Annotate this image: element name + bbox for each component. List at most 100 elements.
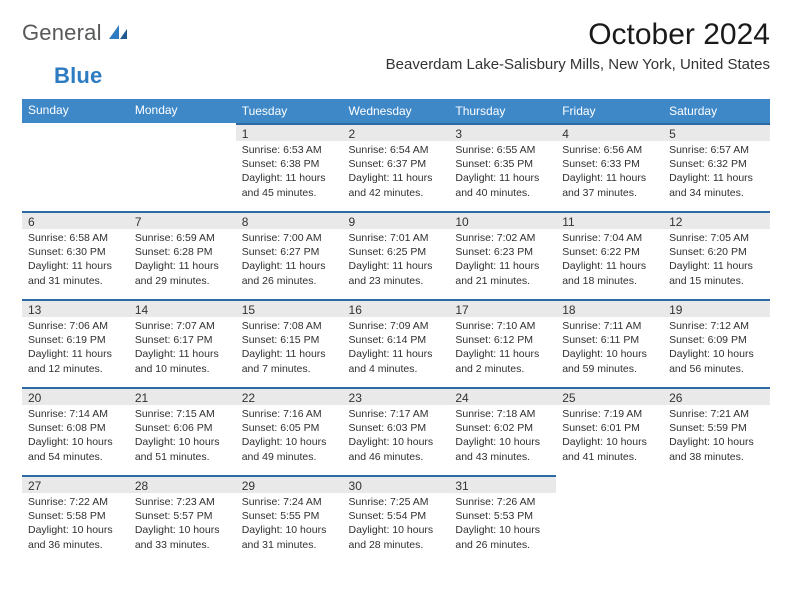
sunset-text: Sunset: 6:27 PM [242,245,339,259]
day-content: Sunrise: 7:07 AMSunset: 6:17 PMDaylight:… [129,317,236,380]
day-number-cell: 24 [449,387,556,405]
sunrise-text: Sunrise: 6:58 AM [28,231,125,245]
day-number-cell: 6 [22,211,129,229]
day-cell: Sunrise: 7:05 AMSunset: 6:20 PMDaylight:… [663,229,770,299]
day-number: 26 [663,387,770,405]
sunrise-text: Sunrise: 7:16 AM [242,407,339,421]
day-number: 7 [129,211,236,229]
day-content: Sunrise: 7:00 AMSunset: 6:27 PMDaylight:… [236,229,343,292]
day-number-cell: 3 [449,123,556,141]
brand-logo: General [22,20,133,46]
day-cell: Sunrise: 7:08 AMSunset: 6:15 PMDaylight:… [236,317,343,387]
day-cell: Sunrise: 7:02 AMSunset: 6:23 PMDaylight:… [449,229,556,299]
sunrise-text: Sunrise: 7:19 AM [562,407,659,421]
sunset-text: Sunset: 6:15 PM [242,333,339,347]
day-number: 25 [556,387,663,405]
brand-text-1: General [22,20,102,46]
day-content: Sunrise: 7:16 AMSunset: 6:05 PMDaylight:… [236,405,343,468]
sunrise-text: Sunrise: 6:59 AM [135,231,232,245]
day-number: 12 [663,211,770,229]
brand-text-2: Blue [54,63,102,88]
daylight-text: Daylight: 10 hours and 26 minutes. [455,523,552,551]
day-cell [22,141,129,211]
daylight-text: Daylight: 10 hours and 38 minutes. [669,435,766,463]
day-content: Sunrise: 6:57 AMSunset: 6:32 PMDaylight:… [663,141,770,204]
day-number-cell: 20 [22,387,129,405]
day-number: 27 [22,475,129,493]
sunrise-text: Sunrise: 6:53 AM [242,143,339,157]
day-content: Sunrise: 7:22 AMSunset: 5:58 PMDaylight:… [22,493,129,556]
day-number-cell: 2 [343,123,450,141]
day-content: Sunrise: 7:21 AMSunset: 5:59 PMDaylight:… [663,405,770,468]
daylight-text: Daylight: 11 hours and 37 minutes. [562,171,659,199]
sunset-text: Sunset: 6:02 PM [455,421,552,435]
day-cell: Sunrise: 6:56 AMSunset: 6:33 PMDaylight:… [556,141,663,211]
sunset-text: Sunset: 5:57 PM [135,509,232,523]
day-content: Sunrise: 7:02 AMSunset: 6:23 PMDaylight:… [449,229,556,292]
sunrise-text: Sunrise: 7:00 AM [242,231,339,245]
day-cell: Sunrise: 7:11 AMSunset: 6:11 PMDaylight:… [556,317,663,387]
sunset-text: Sunset: 6:23 PM [455,245,552,259]
daylight-text: Daylight: 11 hours and 23 minutes. [349,259,446,287]
day-content: Sunrise: 6:58 AMSunset: 6:30 PMDaylight:… [22,229,129,292]
daylight-text: Daylight: 11 hours and 18 minutes. [562,259,659,287]
day-number-cell: 7 [129,211,236,229]
month-title: October 2024 [386,18,770,52]
day-cell: Sunrise: 7:14 AMSunset: 6:08 PMDaylight:… [22,405,129,475]
day-content: Sunrise: 6:54 AMSunset: 6:37 PMDaylight:… [343,141,450,204]
day-content: Sunrise: 7:26 AMSunset: 5:53 PMDaylight:… [449,493,556,556]
sunset-text: Sunset: 6:22 PM [562,245,659,259]
day-header: Friday [556,99,663,123]
day-number: 3 [449,123,556,141]
day-content: Sunrise: 7:15 AMSunset: 6:06 PMDaylight:… [129,405,236,468]
day-number-cell: 17 [449,299,556,317]
sunset-text: Sunset: 6:17 PM [135,333,232,347]
daylight-text: Daylight: 10 hours and 43 minutes. [455,435,552,463]
week-daynum-row: 12345 [22,123,770,141]
day-number: 8 [236,211,343,229]
day-number-cell: 22 [236,387,343,405]
sunrise-text: Sunrise: 7:22 AM [28,495,125,509]
sunset-text: Sunset: 6:19 PM [28,333,125,347]
daylight-text: Daylight: 10 hours and 31 minutes. [242,523,339,551]
day-number-cell: 21 [129,387,236,405]
day-cell: Sunrise: 6:54 AMSunset: 6:37 PMDaylight:… [343,141,450,211]
sunrise-text: Sunrise: 7:08 AM [242,319,339,333]
day-content: Sunrise: 7:09 AMSunset: 6:14 PMDaylight:… [343,317,450,380]
day-cell: Sunrise: 7:17 AMSunset: 6:03 PMDaylight:… [343,405,450,475]
daylight-text: Daylight: 11 hours and 10 minutes. [135,347,232,375]
daylight-text: Daylight: 10 hours and 51 minutes. [135,435,232,463]
day-content: Sunrise: 7:23 AMSunset: 5:57 PMDaylight:… [129,493,236,556]
sunrise-text: Sunrise: 7:06 AM [28,319,125,333]
sunset-text: Sunset: 5:58 PM [28,509,125,523]
sunrise-text: Sunrise: 7:11 AM [562,319,659,333]
day-cell: Sunrise: 7:23 AMSunset: 5:57 PMDaylight:… [129,493,236,563]
day-number: 13 [22,299,129,317]
day-number-cell: 10 [449,211,556,229]
daylight-text: Daylight: 11 hours and 40 minutes. [455,171,552,199]
day-number: 6 [22,211,129,229]
day-content: Sunrise: 6:53 AMSunset: 6:38 PMDaylight:… [236,141,343,204]
daylight-text: Daylight: 10 hours and 28 minutes. [349,523,446,551]
sunset-text: Sunset: 6:09 PM [669,333,766,347]
day-number-cell: 27 [22,475,129,493]
day-header: Sunday [22,99,129,123]
day-content: Sunrise: 7:24 AMSunset: 5:55 PMDaylight:… [236,493,343,556]
day-number: 16 [343,299,450,317]
daylight-text: Daylight: 10 hours and 41 minutes. [562,435,659,463]
day-number: 29 [236,475,343,493]
week-content-row: Sunrise: 6:58 AMSunset: 6:30 PMDaylight:… [22,229,770,299]
daylight-text: Daylight: 11 hours and 7 minutes. [242,347,339,375]
week-content-row: Sunrise: 7:22 AMSunset: 5:58 PM Daylight:… [22,493,770,563]
day-cell: Sunrise: 7:18 AMSunset: 6:02 PMDaylight:… [449,405,556,475]
sunrise-text: Sunrise: 7:05 AM [669,231,766,245]
day-header: Saturday [663,99,770,123]
sunrise-text: Sunrise: 7:07 AM [135,319,232,333]
day-number-cell: 5 [663,123,770,141]
day-number: 4 [556,123,663,141]
daylight-text: Daylight: 11 hours and 21 minutes. [455,259,552,287]
sunrise-text: Sunrise: 7:01 AM [349,231,446,245]
day-content: Sunrise: 7:11 AMSunset: 6:11 PMDaylight:… [556,317,663,380]
day-number: 18 [556,299,663,317]
day-content: Sunrise: 7:17 AMSunset: 6:03 PMDaylight:… [343,405,450,468]
